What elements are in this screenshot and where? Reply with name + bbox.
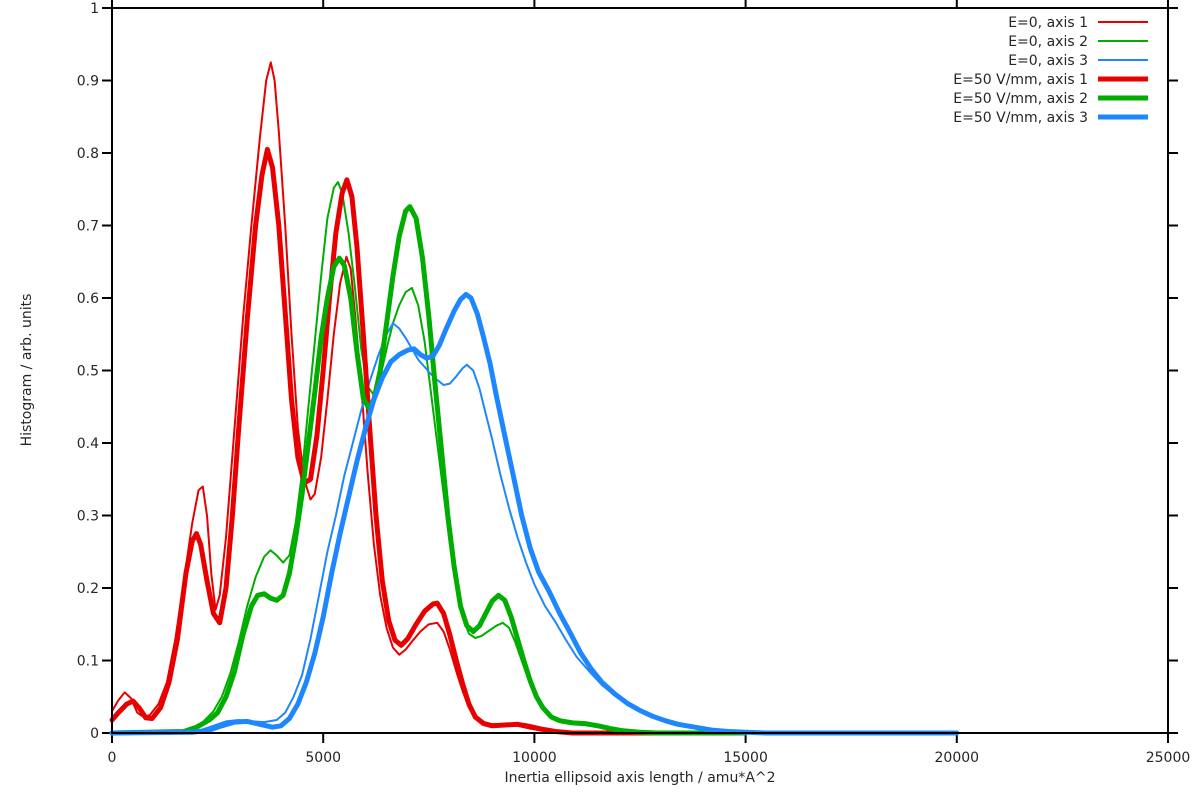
y-tick-label: 0 — [90, 726, 99, 742]
series-line-e-50-v-mm-axis-1 — [109, 146, 664, 736]
y-tick-label: 0.3 — [77, 509, 99, 525]
legend-entry-e-0-axis-1: E=0, axis 1 — [1008, 15, 1148, 31]
y-axis-label: Histogram / arb. units — [19, 294, 35, 447]
legend-label: E=50 V/mm, axis 3 — [953, 110, 1088, 126]
x-tick-label: 10000 — [512, 750, 557, 766]
x-axis-label: Inertia ellipsoid axis length / amu*A^2 — [504, 770, 775, 786]
y-tick-label: 0.4 — [77, 436, 99, 452]
plot-border — [111, 7, 1169, 734]
x-tick-label: 20000 — [935, 750, 980, 766]
y-tick-label: 0.5 — [77, 364, 99, 380]
x-tick-label: 15000 — [723, 750, 768, 766]
y-tick-label: 0.2 — [77, 581, 99, 597]
series-lines — [109, 61, 960, 736]
legend-entry-e-50-v-mm-axis-1: E=50 V/mm, axis 1 — [953, 72, 1148, 88]
y-tick-label: 0.7 — [77, 219, 99, 235]
legend-label: E=50 V/mm, axis 1 — [953, 72, 1088, 88]
series-line-e-50-v-mm-axis-3 — [109, 291, 960, 736]
legend-entry-e-50-v-mm-axis-2: E=50 V/mm, axis 2 — [953, 91, 1148, 107]
legend-entry-e-50-v-mm-axis-3: E=50 V/mm, axis 3 — [953, 110, 1148, 126]
y-tick-label: 0.1 — [77, 654, 99, 670]
legend-label: E=0, axis 1 — [1008, 15, 1088, 31]
x-tick-label: 5000 — [305, 750, 341, 766]
y-tick-label: 0.6 — [77, 291, 99, 307]
tick-labels: 0 5000 10000 15000 20000 25000 0 0.1 0.2 0.3 0.4 0.… — [77, 1, 1191, 766]
legend-entry-e-0-axis-3: E=0, axis 3 — [1008, 53, 1148, 69]
legend: E=0, axis 1 E=0, axis 2 E=0, axis 3 E=50 V/… — [953, 15, 1148, 126]
x-tick-label: 0 — [108, 750, 117, 766]
legend-label: E=0, axis 2 — [1008, 34, 1088, 50]
legend-label: E=0, axis 3 — [1008, 53, 1088, 69]
legend-entry-e-0-axis-2: E=0, axis 2 — [1008, 34, 1148, 50]
series-line-e-50-v-mm-axis-2 — [109, 204, 749, 736]
x-tick-label: 25000 — [1146, 750, 1191, 766]
y-tick-label: 1 — [90, 1, 99, 17]
series-line-e-0-axis-2 — [111, 181, 747, 734]
series-line-e-0-axis-1 — [111, 61, 663, 734]
y-tick-label: 0.9 — [77, 74, 99, 90]
legend-label: E=50 V/mm, axis 2 — [953, 91, 1088, 107]
y-tick-label: 0.8 — [77, 146, 99, 162]
